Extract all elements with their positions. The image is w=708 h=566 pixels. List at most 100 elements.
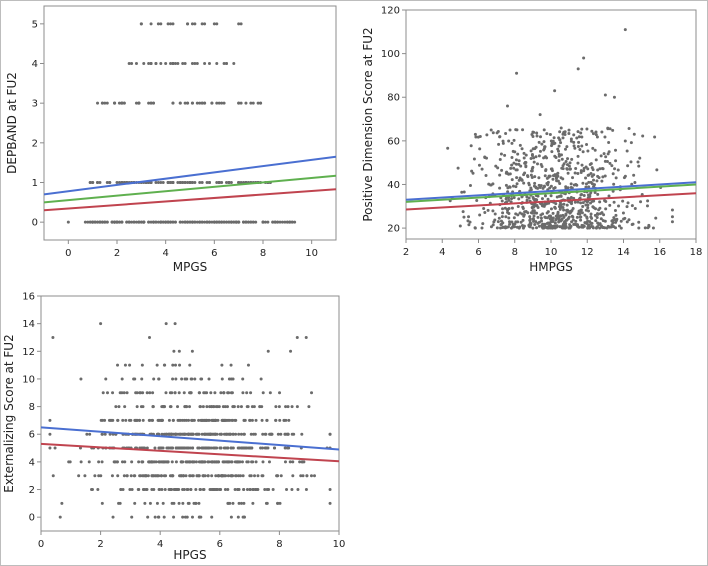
- data-point: [518, 211, 522, 215]
- data-point: [244, 101, 248, 105]
- data-point: [654, 216, 658, 220]
- data-point: [527, 181, 531, 185]
- data-point: [497, 216, 501, 220]
- data-point: [100, 501, 104, 505]
- data-point: [242, 432, 246, 436]
- data-point: [520, 147, 524, 151]
- data-point: [586, 173, 590, 177]
- data-point: [198, 405, 202, 409]
- data-point: [181, 488, 185, 492]
- data-point: [510, 141, 514, 145]
- data-point: [591, 146, 595, 150]
- data-point: [177, 391, 181, 395]
- data-point: [507, 196, 511, 200]
- data-point: [530, 176, 534, 180]
- x-tick-label: 16: [653, 247, 666, 258]
- data-point: [554, 174, 558, 178]
- data-point: [614, 176, 618, 180]
- data-point: [251, 501, 255, 505]
- data-point: [237, 180, 241, 184]
- data-point: [495, 226, 499, 230]
- data-point: [195, 220, 199, 224]
- data-point: [210, 405, 214, 409]
- chart-panel-3: 0 2 4 6 8 10 0 2 4 6 8 10 12 14 16 HPGS Externalizing Sc…: [2, 292, 345, 563]
- fit-line-1: [41, 426, 339, 451]
- data-point: [471, 171, 475, 175]
- data-point: [519, 164, 523, 168]
- data-point: [237, 101, 241, 105]
- data-point: [328, 501, 332, 505]
- data-point: [156, 220, 160, 224]
- data-point: [177, 418, 181, 422]
- data-point: [561, 136, 565, 140]
- data-point: [225, 405, 229, 409]
- data-point: [242, 220, 246, 224]
- data-point: [594, 158, 598, 162]
- data-point: [253, 474, 257, 478]
- data-point: [191, 418, 195, 422]
- data-point: [511, 225, 515, 229]
- data-point: [173, 62, 177, 66]
- data-point: [468, 183, 472, 187]
- data-point: [198, 460, 202, 464]
- data-point: [576, 200, 580, 204]
- data-point: [157, 460, 161, 464]
- data-point: [581, 181, 585, 185]
- data-point: [499, 223, 503, 227]
- data-point: [285, 488, 289, 492]
- data-point: [171, 220, 175, 224]
- data-point: [484, 156, 488, 160]
- data-point: [162, 474, 166, 478]
- data-point: [506, 190, 510, 194]
- data-point: [553, 186, 557, 190]
- data-point: [96, 101, 100, 105]
- data-point: [260, 474, 264, 478]
- data-point: [529, 211, 533, 215]
- data-point: [261, 220, 265, 224]
- data-point: [174, 460, 178, 464]
- data-point: [233, 460, 237, 464]
- data-point: [146, 515, 150, 519]
- data-point: [226, 446, 230, 450]
- data-point: [474, 135, 478, 139]
- data-point: [215, 101, 219, 105]
- data-point: [575, 136, 579, 140]
- data-point: [103, 101, 107, 105]
- data-point: [586, 206, 590, 210]
- data-point: [570, 157, 574, 161]
- data-point: [180, 377, 184, 381]
- data-point: [210, 515, 214, 519]
- data-point: [551, 216, 555, 220]
- data-point: [616, 168, 620, 172]
- data-point: [619, 226, 623, 230]
- data-point: [605, 160, 609, 164]
- data-point: [579, 208, 583, 212]
- data-point: [579, 218, 583, 222]
- data-point: [122, 391, 126, 395]
- data-point: [239, 474, 243, 478]
- data-point: [617, 224, 621, 228]
- data-point: [575, 215, 579, 219]
- data-point: [574, 183, 578, 187]
- x-tick-label: 2: [114, 248, 120, 259]
- x-tick-label: 6: [217, 539, 223, 550]
- data-point: [491, 209, 495, 213]
- data-point: [529, 149, 533, 153]
- data-point: [174, 377, 178, 381]
- data-point: [307, 405, 311, 409]
- data-point: [532, 160, 536, 164]
- data-point: [539, 216, 543, 220]
- data-point: [559, 153, 563, 157]
- data-point: [623, 28, 627, 32]
- data-point: [254, 460, 258, 464]
- data-point: [284, 405, 288, 409]
- data-point: [617, 204, 621, 208]
- data-point: [558, 182, 562, 186]
- data-point: [105, 391, 109, 395]
- data-point: [222, 391, 226, 395]
- data-point: [655, 168, 659, 172]
- data-point: [512, 196, 516, 200]
- data-point: [197, 501, 201, 505]
- data-point: [521, 218, 525, 222]
- data-point: [561, 213, 565, 217]
